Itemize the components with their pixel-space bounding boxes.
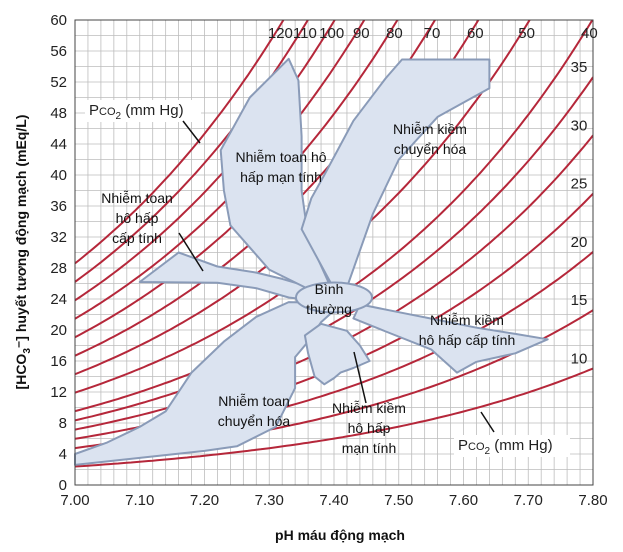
pco2-legend-bottom-bg xyxy=(454,435,570,457)
isobar-35 xyxy=(75,76,593,422)
isobar-legends: PCO2 (mm Hg) PCO2 (mm Hg) xyxy=(85,100,570,457)
isobar-120 xyxy=(75,20,285,265)
isobar-label-15: 15 xyxy=(571,292,588,309)
plot-frame xyxy=(74,19,594,486)
y-tick-label: 60 xyxy=(50,12,67,29)
pco2-legend-top: PCO2 (mm Hg) xyxy=(89,102,184,122)
label-metabolic-alkalosis: Nhiễm kiềm chuyển hóa xyxy=(393,121,467,157)
pointer-chronic-respiratory-alkalosis xyxy=(353,351,367,404)
isobar-110 xyxy=(75,20,310,283)
y-tick-label: 12 xyxy=(50,384,67,401)
pco2-legend-bottom: PCO2 (mm Hg) xyxy=(458,437,553,457)
region-normal xyxy=(295,281,373,314)
x-tick-label: 7.00 xyxy=(60,492,89,509)
y-tick-label: 40 xyxy=(50,167,67,184)
y-tick-label: 20 xyxy=(50,322,67,339)
x-axis-title: pH máu động mạch xyxy=(275,527,405,543)
isobar-label-60: 60 xyxy=(467,25,484,42)
x-tick-label: 7.40 xyxy=(319,492,348,509)
isobar-label-35: 35 xyxy=(571,59,588,76)
y-tick-label: 4 xyxy=(59,446,67,463)
label-normal: Bình thường xyxy=(306,281,352,317)
y-tick-label: 24 xyxy=(50,291,67,308)
isobar-label-25: 25 xyxy=(571,176,588,193)
x-tick-label: 7.80 xyxy=(578,492,607,509)
isobar-label-70: 70 xyxy=(424,25,441,42)
isobar-label-80: 80 xyxy=(386,25,403,42)
y-tick-label: 8 xyxy=(59,415,67,432)
isobar-label-100: 100 xyxy=(319,25,344,42)
y-tick-label: 48 xyxy=(50,105,67,122)
isobar-label-90: 90 xyxy=(353,25,370,42)
x-tick-label: 7.70 xyxy=(514,492,543,509)
pointer-acute-respiratory-acidosis xyxy=(178,232,204,272)
isobar-labels: 120 110 100 90 80 70 60 50 40 35 30 25 20 15 10 xyxy=(268,25,598,367)
region-metabolic-acidosis xyxy=(74,301,335,466)
x-tick-label: 7.30 xyxy=(255,492,284,509)
label-chronic-respiratory-alkalosis: Nhiễm kiềm hô hấp mạn tính xyxy=(332,400,406,456)
isobar-label-120: 120 xyxy=(268,25,293,42)
pco2-legend-top-bg xyxy=(85,100,201,122)
x-tick-label: 7.50 xyxy=(384,492,413,509)
region-chronic-respiratory-alkalosis xyxy=(303,322,371,386)
isobar-label-50: 50 xyxy=(518,25,535,42)
isobar-90 xyxy=(75,20,366,320)
isobar-label-10: 10 xyxy=(571,350,588,367)
label-chronic-respiratory-acidosis: Nhiễm toan hô hấp mạn tính xyxy=(235,149,326,185)
isobar-label-20: 20 xyxy=(571,234,588,251)
y-tick-label: 36 xyxy=(50,198,67,215)
y-tick-label: 0 xyxy=(59,477,67,494)
disorder-regions xyxy=(74,57,549,466)
x-tick-label: 7.20 xyxy=(190,492,219,509)
label-acute-respiratory-acidosis: Nhiễm toan hô hấp cấp tính xyxy=(101,190,173,246)
isobar-80 xyxy=(75,20,399,339)
pco2-legend-top-pointer xyxy=(182,120,201,144)
y-tick-label: 44 xyxy=(50,136,67,153)
isobar-label-30: 30 xyxy=(571,117,588,134)
isobar-label-110: 110 xyxy=(293,25,317,42)
y-tick-label: 52 xyxy=(50,74,67,91)
label-metabolic-acidosis: Nhiễm toan chuyển hóa xyxy=(218,393,291,429)
x-tick-labels: 7.00 7.10 7.20 7.30 7.40 7.50 7.60 7.70 7.80 xyxy=(60,492,607,509)
pco2-legend-bottom-pointer xyxy=(480,411,495,433)
isobar-100 xyxy=(75,20,336,302)
label-acute-respiratory-alkalosis: Nhiễm kiềm hô hấp cấp tính xyxy=(419,312,516,348)
y-tick-label: 28 xyxy=(50,260,67,277)
region-labels: Nhiễm toan hô hấp cấp tính Nhiễm toan hô hấp… xyxy=(101,121,515,456)
x-tick-label: 7.10 xyxy=(125,492,154,509)
isobar-label-40: 40 xyxy=(581,25,598,42)
y-axis-title: [HCO3⁻] huyết tương động mạch (mEq/L) xyxy=(13,115,33,390)
y-tick-label: 16 xyxy=(50,353,67,370)
region-acute-respiratory-alkalosis xyxy=(352,303,549,374)
y-tick-label: 56 xyxy=(50,43,67,60)
isobar-10 xyxy=(75,367,593,468)
x-tick-label: 7.60 xyxy=(449,492,478,509)
y-tick-label: 32 xyxy=(50,229,67,246)
